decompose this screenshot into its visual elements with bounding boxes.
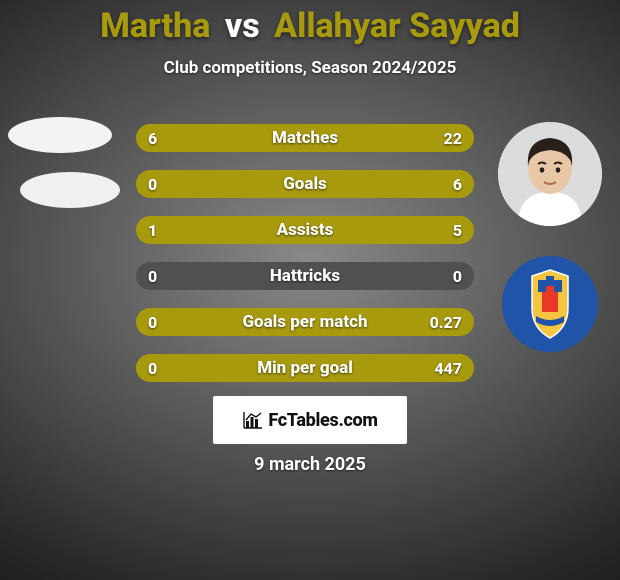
player1-club-badge [20,172,120,208]
player2-face-icon [498,122,602,226]
stat-row: Hattricks00 [136,262,474,290]
player2-name: Allahyar Sayyad [274,6,520,46]
stat-bar-right [143,354,474,382]
stat-row: Goals06 [136,170,474,198]
player2-photo [498,122,602,226]
stat-bar-right [192,216,474,244]
vs-separator: vs [225,6,260,46]
stat-bar-left [136,216,192,244]
stat-bar-left [136,124,208,152]
comparison-card: Martha vs Allahyar Sayyad Club competiti… [0,0,620,580]
player1-name: Martha [100,6,210,46]
stat-bar-right [208,124,474,152]
stat-row: Goals per match00.27 [136,308,474,336]
stat-row: Assists15 [136,216,474,244]
subtitle: Club competitions, Season 2024/2025 [0,58,620,78]
stat-bar-left [136,262,305,290]
stat-bar-right [305,262,474,290]
stat-bar-right [143,170,474,198]
stat-rows: Matches622 Goals06 Assists15 Hattricks00 Goa… [136,124,474,400]
watermark-text: FcTables.com [268,410,377,431]
chart-icon [242,410,264,430]
stat-row: Min per goal0447 [136,354,474,382]
stat-bar-left [136,354,143,382]
player1-photo [8,117,112,153]
player2-club-badge [502,256,598,352]
stat-bar-left [136,170,143,198]
watermark: FcTables.com [213,396,407,444]
club-crest-icon [502,256,598,352]
stat-bar-right [143,308,474,336]
stat-row: Matches622 [136,124,474,152]
page-title: Martha vs Allahyar Sayyad [0,0,620,46]
stat-bar-left [136,308,143,336]
date-text: 9 march 2025 [0,454,620,475]
